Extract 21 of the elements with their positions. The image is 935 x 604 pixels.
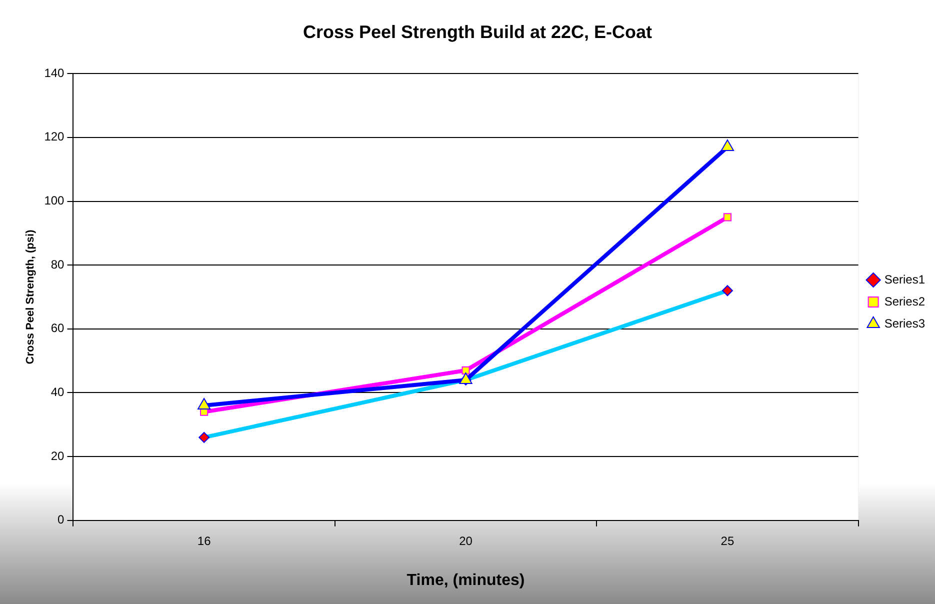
y-tick-label: 20 [50, 448, 65, 463]
x-tick-label: 25 [720, 534, 734, 548]
chart-title: Cross Peel Strength Build at 22C, E-Coat [302, 22, 652, 42]
y-tick-label: 120 [44, 130, 65, 144]
point [198, 398, 211, 410]
y-tick-label: 80 [50, 257, 65, 272]
x-tick-label: 20 [459, 534, 473, 548]
y-tick-label: 100 [44, 194, 65, 208]
legend-label: Series2 [884, 294, 926, 308]
x-tick-label: 16 [197, 534, 212, 548]
y-axis-title: Cross Peel Strength, (psi) [24, 229, 37, 364]
y-tick-label: 60 [50, 321, 65, 336]
point [462, 366, 470, 374]
y-tick-label: 40 [50, 385, 65, 400]
legend-label: Series1 [884, 272, 926, 286]
point [720, 140, 734, 152]
point [723, 213, 732, 222]
y-tick-label: 0 [58, 512, 65, 527]
legend-label: Series3 [884, 316, 926, 330]
x-axis-title: Time, (minutes) [406, 572, 525, 589]
y-tick-label: 140 [44, 66, 65, 80]
